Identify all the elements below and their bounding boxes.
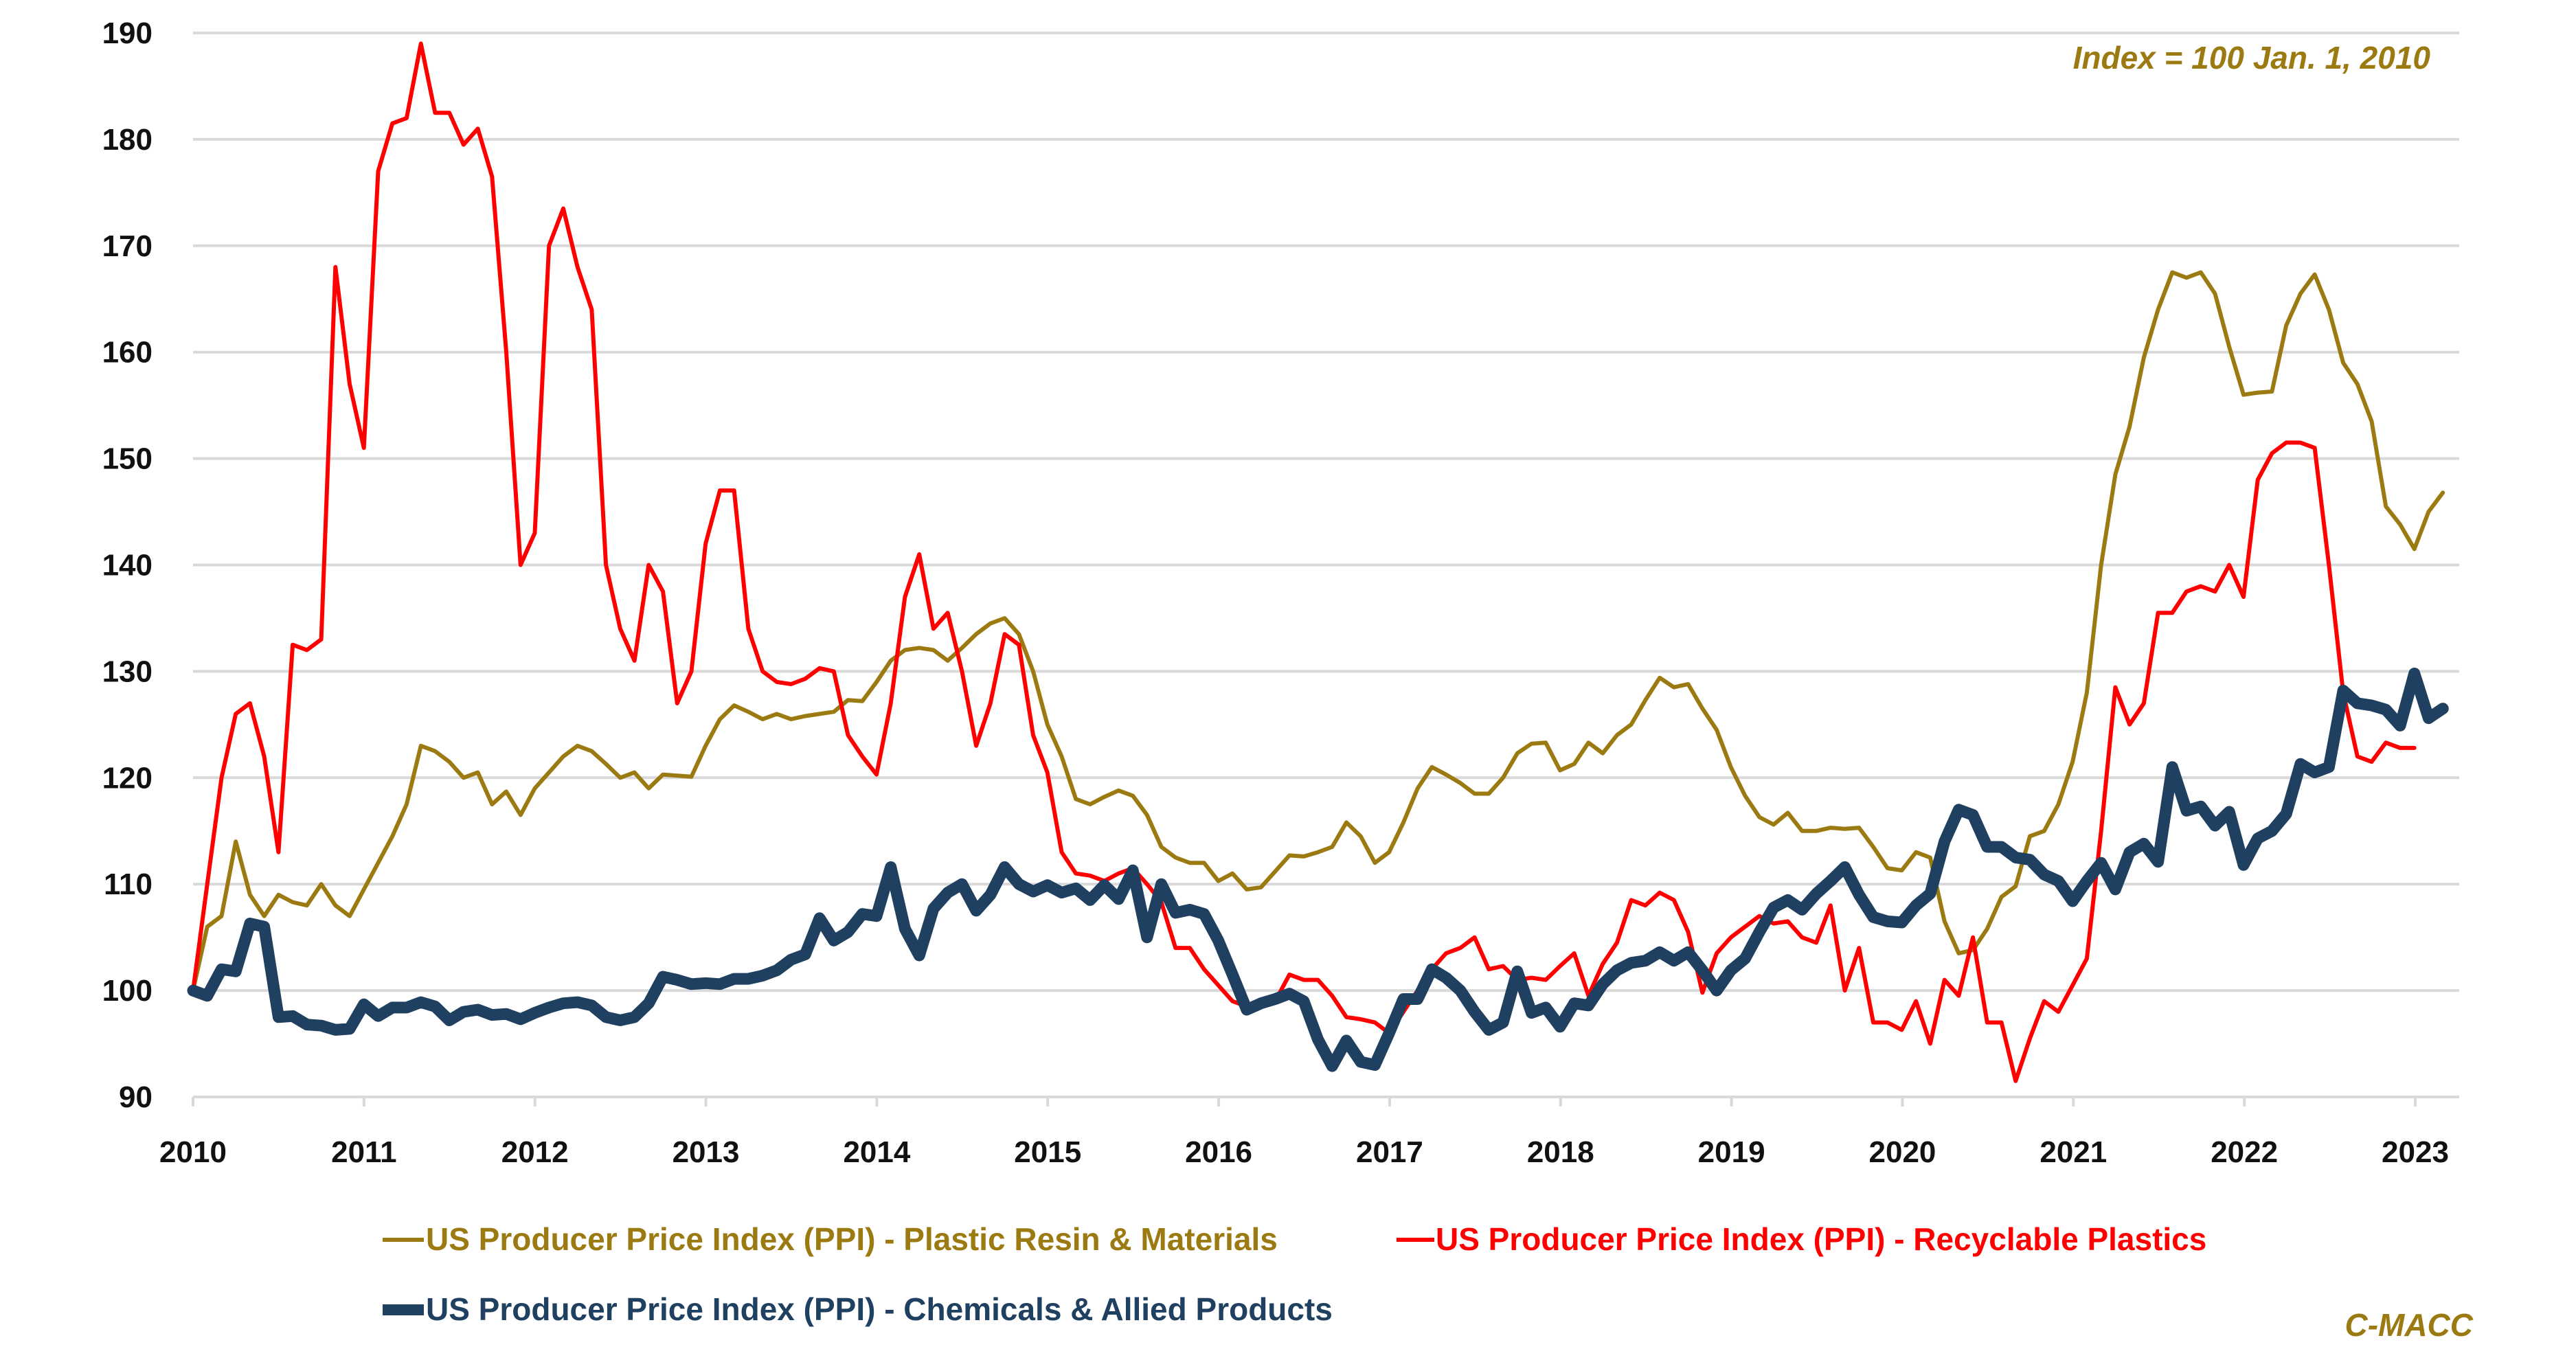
source-label: C-MACC (2345, 1307, 2473, 1343)
y-tick-label: 100 (102, 974, 152, 1008)
x-tick-label: 2019 (1698, 1135, 1765, 1169)
x-tick-label: 2010 (159, 1135, 227, 1169)
x-tick-label: 2013 (673, 1135, 740, 1169)
x-tick-label: 2014 (843, 1135, 910, 1169)
x-tick-label: 2012 (501, 1135, 569, 1169)
x-tick-label: 2023 (2382, 1135, 2449, 1169)
x-tick-label: 2021 (2040, 1135, 2107, 1169)
x-tick-label: 2016 (1185, 1135, 1252, 1169)
x-tick-label: 2022 (2211, 1135, 2278, 1169)
series-line-resin (191, 270, 2445, 993)
x-axis-tick-labels: 2010 2011 2012 2013 2014 2015 2016 2017 2018 2019… (159, 1135, 2449, 1169)
x-tick-label: 2011 (331, 1135, 396, 1169)
y-tick-label: 170 (102, 229, 152, 263)
x-tick-label: 2015 (1014, 1135, 1081, 1169)
x-tick-label: 2020 (1869, 1135, 1936, 1169)
x-tick-label: 2017 (1356, 1135, 1423, 1169)
y-tick-label: 180 (102, 123, 152, 157)
gridlines (192, 32, 2459, 1107)
series-line-chemicals (187, 668, 2449, 1072)
y-tick-label: 90 (119, 1080, 152, 1114)
y-tick-label: 140 (102, 549, 152, 582)
x-tick-label: 2018 (1527, 1135, 1594, 1169)
y-tick-label: 160 (102, 336, 152, 370)
legend-label-resin: US Producer Price Index (PPI) - Plastic … (426, 1221, 1278, 1257)
y-axis-tick-labels: 90 100 110 120 130 140 150 160 170 180 190 (102, 16, 152, 1114)
y-tick-label: 150 (102, 442, 152, 476)
series-line-recyclable (191, 41, 2417, 1083)
y-tick-label: 130 (102, 655, 152, 688)
legend: US Producer Price Index (PPI) - Plastic … (383, 1221, 2206, 1327)
index-annotation: Index = 100 Jan. 1, 2010 (2073, 40, 2431, 76)
legend-label-chemicals: US Producer Price Index (PPI) - Chemical… (426, 1291, 1333, 1327)
series-lines (187, 41, 2449, 1083)
y-tick-label: 120 (102, 761, 152, 795)
legend-label-recyclable: US Producer Price Index (PPI) - Recyclab… (1436, 1221, 2206, 1257)
y-tick-label: 190 (102, 16, 152, 50)
y-tick-label: 110 (104, 868, 152, 901)
